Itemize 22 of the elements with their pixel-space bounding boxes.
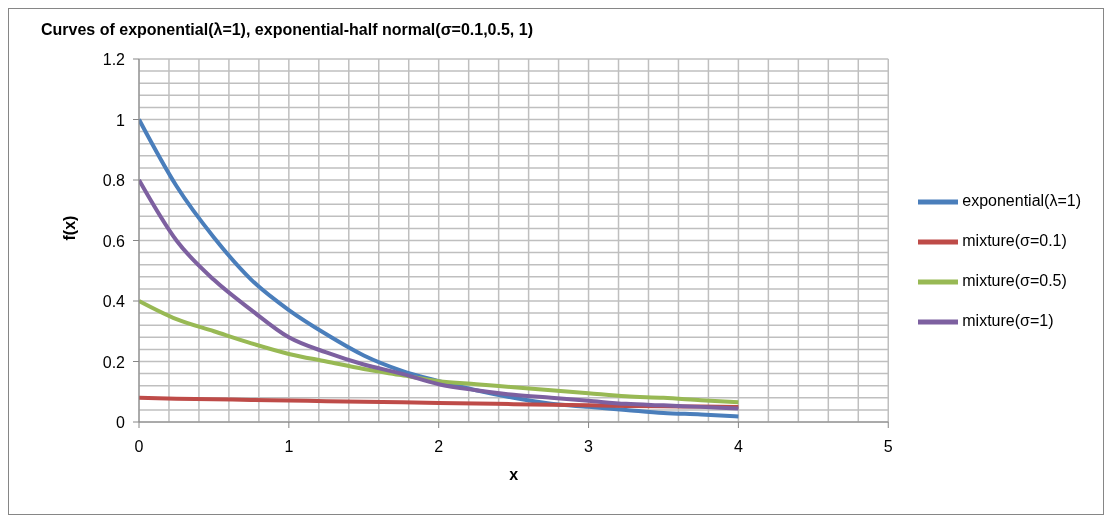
y-tick-label: 0	[116, 414, 126, 431]
y-axis-title: f(x)	[60, 215, 78, 241]
y-tick-label: 1.2	[102, 51, 126, 68]
x-tick-label: 4	[733, 438, 743, 455]
legend-label: mixture(σ=0.1)	[962, 231, 1067, 249]
line-series	[139, 178, 741, 411]
line-series	[139, 299, 741, 405]
y-tick-label: 0.4	[102, 293, 126, 310]
x-tick-label: 2	[434, 438, 444, 455]
x-tick-label: 5	[883, 438, 893, 455]
x-axis-title: x	[509, 466, 519, 483]
y-tick-label: 0.6	[102, 232, 126, 250]
legend-label: mixture(σ=0.5)	[962, 271, 1067, 289]
y-tick-label: 0.8	[102, 172, 126, 189]
chart-title: Curves of exponential(λ=1), exponential-half normal(σ=0.1,0.5, 1)	[41, 21, 533, 39]
y-tick-label: 0.2	[102, 353, 126, 371]
x-tick-label: 0	[134, 438, 144, 455]
x-tick-label: 1	[284, 438, 294, 455]
legend-label: exponential(λ=1)	[962, 191, 1081, 209]
x-tick-label: 3	[584, 438, 594, 455]
y-tick-label: 1	[116, 111, 126, 129]
legend-label: mixture(σ=1)	[962, 311, 1054, 329]
